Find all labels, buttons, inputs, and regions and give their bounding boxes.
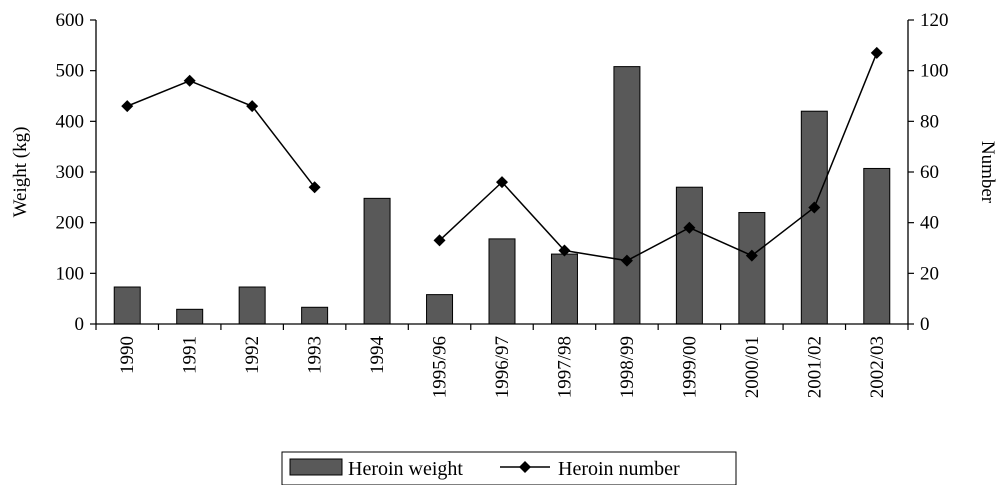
x-tick-label: 1999/00 (679, 336, 700, 398)
x-tick-label: 1992 (242, 336, 263, 374)
x-tick-label: 1993 (305, 336, 326, 374)
y2-tick-label: 60 (920, 162, 939, 183)
y-tick-label: 600 (56, 10, 85, 31)
bar-1994 (363, 197, 391, 325)
bar-1993 (301, 306, 329, 325)
y2-tick-label: 120 (920, 10, 949, 31)
y-tick-label: 0 (75, 314, 85, 335)
legend-swatch-heroin-weight (289, 458, 343, 476)
tick-labels: 0 100 200 300 400 500 600 0 20 40 60 80 100 120 1990 19… (56, 10, 949, 398)
y-tick-label: 300 (56, 162, 85, 183)
marker-1999-00 (683, 221, 696, 234)
y-tick-label: 500 (56, 61, 85, 82)
x-tick-label: 1998/99 (617, 336, 638, 398)
y-axis-title: Weight (kg) (10, 127, 31, 218)
marker-1997-98 (558, 244, 571, 257)
y2-tick-label: 40 (920, 213, 939, 234)
bar-1992 (238, 286, 266, 325)
marker-1995-96 (433, 234, 446, 247)
marker-1993 (308, 181, 321, 194)
bar-1990 (113, 286, 141, 325)
marker-1998-99 (620, 254, 633, 267)
x-tick-label: 1997/98 (554, 336, 575, 398)
line-segment-1 (126, 79, 316, 188)
bar-1995-96 (426, 294, 454, 325)
legend-box (281, 451, 737, 485)
marker-2002-03 (870, 46, 883, 59)
marker-1991 (183, 74, 196, 87)
bar-2000-01 (738, 212, 766, 325)
marker-1990 (121, 100, 134, 113)
legend-label-heroin-weight: Heroin weight (348, 458, 463, 480)
x-tick-label: 1994 (367, 336, 388, 375)
legend-marker-heroin-number (519, 461, 531, 473)
marker-2001-02 (808, 201, 821, 214)
y-tick-label: 400 (56, 111, 85, 132)
bar-1999-00 (675, 186, 703, 325)
bar-2001-02 (800, 110, 828, 325)
y2-axis-title: Number (977, 141, 997, 204)
x-tick-label: 1990 (117, 336, 138, 374)
y2-tick-label: 100 (920, 61, 949, 82)
x-tick-label: 2002/03 (867, 336, 888, 398)
bar-1998-99 (613, 66, 641, 325)
legend-label-heroin-number: Heroin number (558, 458, 680, 480)
y2-tick-label: 80 (920, 111, 939, 132)
x-tick-label: 1991 (180, 336, 201, 374)
marker-1992 (246, 100, 259, 113)
legend: Heroin weight Heroin number (281, 451, 737, 485)
bar-1991 (176, 308, 204, 325)
y-tick-label: 200 (56, 213, 85, 234)
x-tick-label: 1995/96 (430, 336, 451, 398)
axes (90, 19, 914, 330)
x-tick-label: 1996/97 (492, 336, 513, 398)
bar-2002-03 (863, 167, 891, 325)
bar-1997-98 (550, 253, 578, 325)
x-tick-label: 2001/02 (804, 336, 825, 398)
marker-1996-97 (496, 176, 508, 189)
y2-tick-label: 0 (920, 314, 930, 335)
marker-2000-01 (745, 249, 758, 262)
line-segment-2 (439, 52, 878, 262)
bar-series-heroin-weight (113, 66, 891, 325)
y-tick-label: 100 (56, 263, 85, 284)
y2-tick-label: 20 (920, 263, 939, 284)
x-tick-label: 2000/01 (742, 336, 763, 398)
line-series-heroin-number (121, 46, 883, 267)
bar-1996-97 (488, 238, 516, 325)
